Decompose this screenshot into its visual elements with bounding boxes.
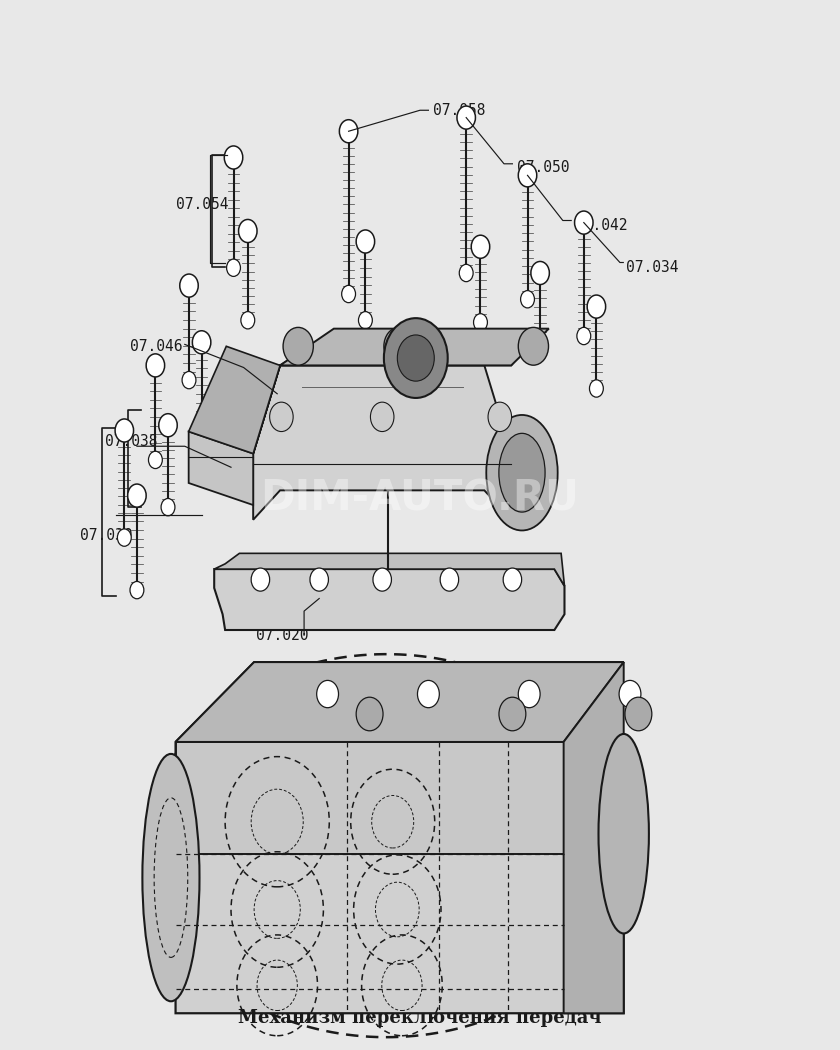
Circle shape [533,340,547,357]
Circle shape [161,499,175,516]
Circle shape [356,230,375,253]
Circle shape [270,402,293,432]
Polygon shape [176,663,624,1013]
Polygon shape [214,553,564,586]
Text: 07.054: 07.054 [176,197,228,212]
Circle shape [417,680,439,708]
Circle shape [339,120,358,143]
Circle shape [373,568,391,591]
Circle shape [474,314,487,331]
Circle shape [283,328,313,365]
Polygon shape [189,432,253,505]
Circle shape [619,680,641,708]
Polygon shape [214,569,564,630]
Polygon shape [253,332,538,454]
Circle shape [518,680,540,708]
Circle shape [575,211,593,234]
Polygon shape [253,365,512,520]
Circle shape [317,680,339,708]
Text: 07.038: 07.038 [105,434,158,448]
Circle shape [503,568,522,591]
Text: 07.020: 07.020 [256,628,309,643]
Polygon shape [176,663,624,742]
Circle shape [590,380,603,397]
Circle shape [521,291,534,308]
Circle shape [577,328,591,344]
Polygon shape [280,329,549,365]
Circle shape [488,402,512,432]
Circle shape [499,697,526,731]
Circle shape [239,219,257,243]
Circle shape [251,568,270,591]
Circle shape [356,697,383,731]
Circle shape [310,568,328,591]
Circle shape [115,419,134,442]
Polygon shape [176,742,564,854]
Text: 07.050: 07.050 [517,161,570,175]
Circle shape [224,146,243,169]
Text: 07.058: 07.058 [433,103,486,118]
Ellipse shape [499,434,545,512]
Circle shape [227,259,240,276]
Polygon shape [564,663,624,1013]
Circle shape [459,265,473,281]
Circle shape [195,420,208,437]
Circle shape [146,354,165,377]
Circle shape [149,452,162,468]
Text: 07.046: 07.046 [130,339,183,354]
Circle shape [180,274,198,297]
Ellipse shape [598,734,649,933]
Circle shape [587,295,606,318]
Ellipse shape [143,754,200,1002]
Circle shape [397,335,434,381]
Circle shape [182,372,196,388]
Circle shape [342,286,355,302]
Text: Механизм переключения передач: Механизм переключения передач [239,1009,601,1027]
Circle shape [518,328,549,365]
Circle shape [625,697,652,731]
Circle shape [192,331,211,354]
Circle shape [518,164,537,187]
Circle shape [370,402,394,432]
Circle shape [118,529,131,546]
Circle shape [241,312,255,329]
Text: 07.034: 07.034 [626,260,679,275]
Text: DIM-AUTO.RU: DIM-AUTO.RU [260,478,580,520]
Circle shape [440,568,459,591]
Ellipse shape [486,415,558,530]
Circle shape [384,328,414,365]
Circle shape [531,261,549,285]
Circle shape [457,106,475,129]
Text: 07.042: 07.042 [575,218,628,233]
Polygon shape [189,346,280,454]
Circle shape [159,414,177,437]
Circle shape [384,318,448,398]
Circle shape [359,312,372,329]
Text: 07.030: 07.030 [80,528,133,543]
Circle shape [128,484,146,507]
Circle shape [471,235,490,258]
Circle shape [130,582,144,598]
